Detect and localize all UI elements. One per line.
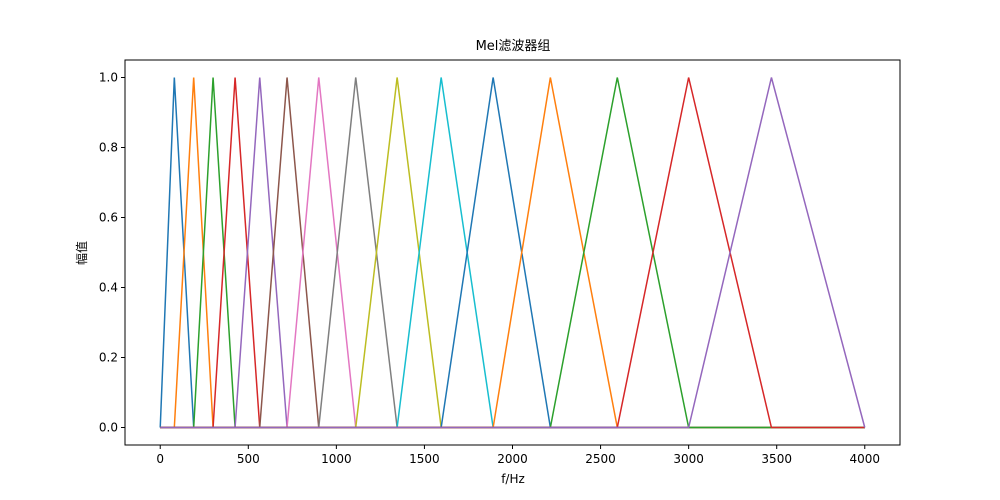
y-tick-label: 0.4: [99, 281, 118, 295]
x-tick-label: 3000: [673, 452, 704, 466]
x-tick-label: 500: [237, 452, 260, 466]
x-tick-label: 2500: [585, 452, 616, 466]
x-tick-label: 3500: [761, 452, 792, 466]
x-tick-label: 0: [156, 452, 164, 466]
series-layer: [159, 77, 866, 429]
y-tick-label: 0.8: [99, 141, 118, 155]
chart-title: Mel滤波器组: [476, 39, 551, 54]
x-axis-label: f/Hz: [501, 472, 525, 486]
x-tick-label: 4000: [849, 452, 880, 466]
x-axis-ticks: 0 500 1000 1500 2000 2500 3000 3500 4000: [156, 445, 880, 466]
y-tick-label: 1.0: [99, 71, 118, 85]
y-axis-ticks: 0.0 0.2 0.4 0.6 0.8 1.0: [99, 71, 125, 435]
y-axis-label: 幅值: [74, 241, 89, 265]
y-tick-label: 0.0: [99, 421, 118, 435]
y-tick-label: 0.6: [99, 211, 118, 225]
y-tick-label: 0.2: [99, 351, 118, 365]
plot-frame: [124, 59, 901, 446]
filter-line-15: [160, 77, 866, 429]
x-tick-label: 2000: [497, 452, 528, 466]
x-tick-label: 1500: [409, 452, 440, 466]
x-tick-label: 1000: [321, 452, 352, 466]
